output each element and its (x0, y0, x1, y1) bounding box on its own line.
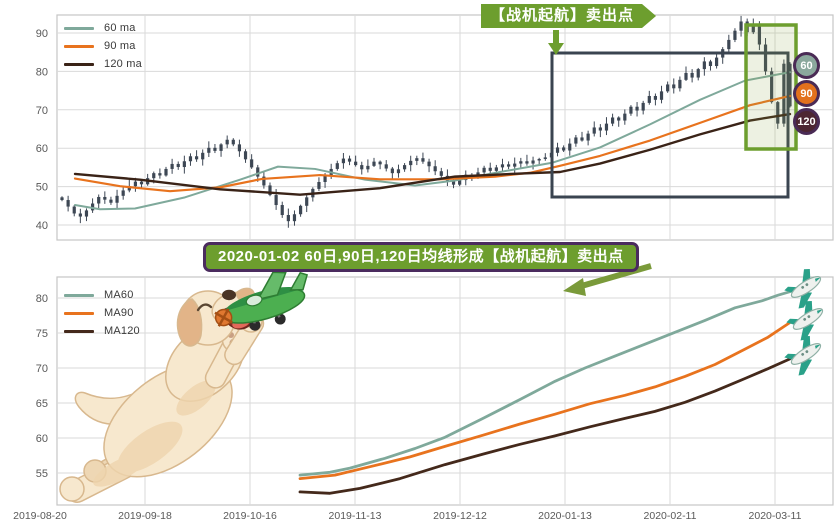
svg-text:65: 65 (36, 398, 48, 410)
signal-box (550, 51, 790, 199)
legend-item-MA60: MA60 (64, 288, 140, 302)
jet-icon-ma60 (779, 263, 830, 312)
svg-text:2019-11-13: 2019-11-13 (329, 510, 382, 522)
MA90-swatch (64, 311, 94, 315)
badge-90: 90 (793, 80, 820, 107)
ma60-label: 60 ma (104, 22, 136, 34)
highlight-boxes (550, 23, 798, 199)
MA60-label: MA60 (104, 289, 134, 301)
bottom-moving-average-lines (298, 290, 792, 495)
ma120-swatch (64, 62, 94, 66)
candlestick-series (60, 15, 792, 228)
svg-text:80: 80 (36, 293, 48, 305)
MA60-swatch (64, 293, 94, 297)
badge-60: 60 (793, 52, 820, 79)
svg-text:80: 80 (36, 66, 48, 78)
sell-point-flag: 【战机起航】卖出点 (481, 4, 656, 28)
svg-text:60: 60 (36, 143, 48, 155)
legend-item-MA120: MA120 (64, 324, 140, 338)
bottom-chart-legend: MA60 MA90 MA120 (64, 288, 140, 338)
legend-item-60ma: 60 ma (64, 21, 142, 35)
ma90-swatch (64, 44, 94, 48)
top-chart-legend: 60 ma 90 ma 120 ma (64, 21, 142, 71)
flag-down-arrow (548, 30, 564, 55)
svg-text:50: 50 (36, 182, 48, 194)
svg-text:40: 40 (36, 220, 48, 232)
top-chart-grid (56, 14, 834, 241)
MA120-label: MA120 (104, 325, 140, 337)
jet-icon-ma120 (779, 330, 830, 379)
svg-text:2019-12-12: 2019-12-12 (433, 510, 487, 522)
signal-callout: 2020-01-02 60日,90日,120日均线形成【战机起航】卖出点 (203, 242, 639, 272)
svg-text:75: 75 (36, 328, 48, 340)
svg-text:90: 90 (36, 28, 48, 40)
svg-text:2020-01-13: 2020-01-13 (538, 510, 592, 522)
dog-illustration (59, 287, 265, 503)
svg-text:2019-10-16: 2019-10-16 (223, 510, 277, 522)
legend-item-120ma: 120 ma (64, 57, 142, 71)
axis-tick-labels: 90 80 70 60 50 40 80 75 70 65 60 55 2019-08-20 2019-0… (13, 28, 801, 522)
svg-text:2019-08-20: 2019-08-20 (13, 510, 67, 522)
MA120-swatch (64, 329, 94, 333)
legend-item-MA90: MA90 (64, 306, 140, 320)
badge-120: 120 (793, 108, 820, 135)
ma90-label: 90 ma (104, 40, 136, 52)
ma60-swatch (64, 26, 94, 30)
svg-text:70: 70 (36, 105, 48, 117)
top-moving-average-lines (73, 71, 792, 211)
callout-arrow (563, 263, 652, 296)
svg-text:2019-09-18: 2019-09-18 (118, 510, 172, 522)
svg-text:2020-02-11: 2020-02-11 (644, 510, 697, 522)
MA90-label: MA90 (104, 307, 134, 319)
svg-text:60: 60 (36, 433, 48, 445)
svg-text:70: 70 (36, 363, 48, 375)
toy-plane-icon (214, 271, 309, 331)
legend-item-90ma: 90 ma (64, 39, 142, 53)
svg-text:55: 55 (36, 468, 48, 480)
ma120-label: 120 ma (104, 58, 142, 70)
sell-zone-box (744, 23, 798, 151)
svg-text:2020-03-11: 2020-03-11 (749, 510, 802, 522)
